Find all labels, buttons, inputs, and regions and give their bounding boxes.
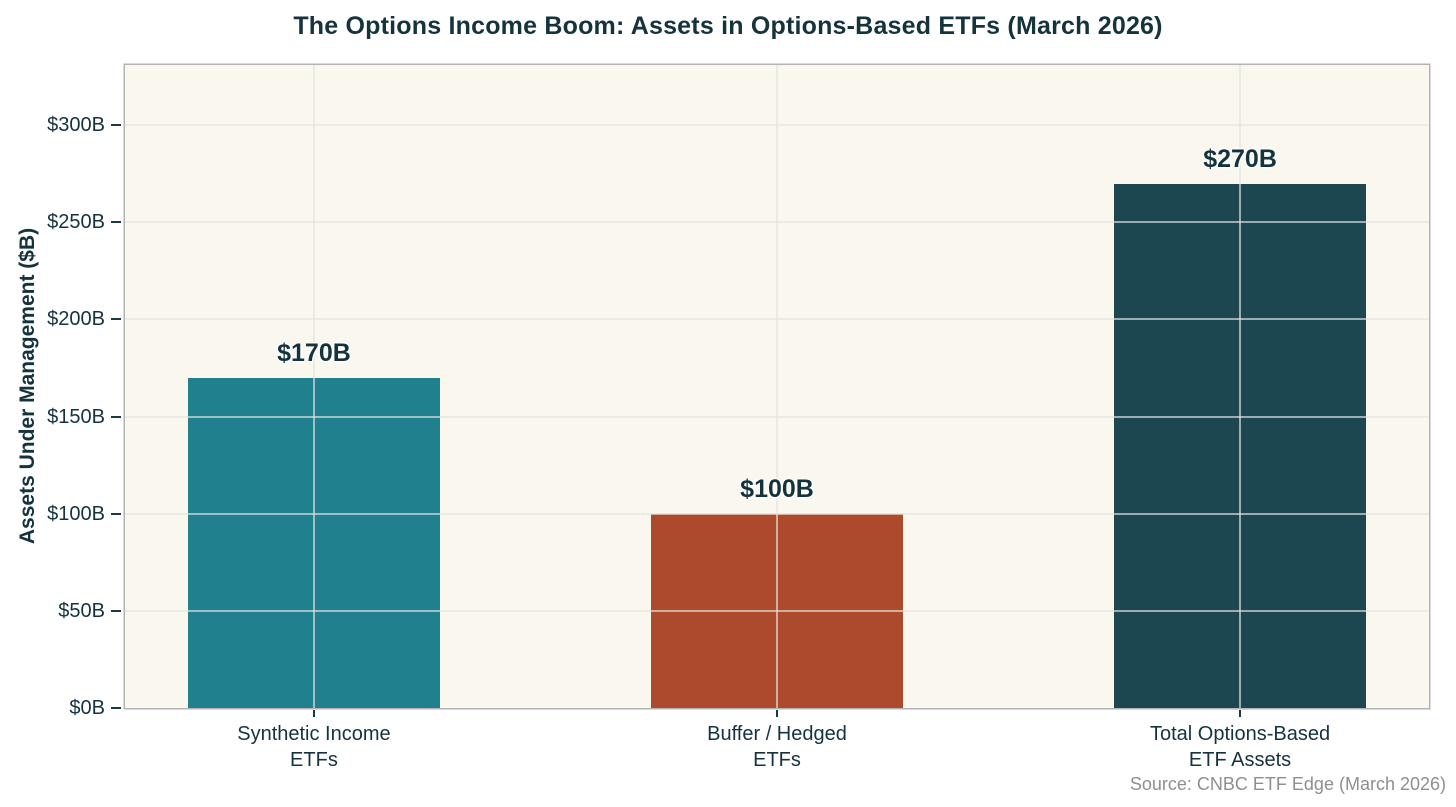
y-tick-mark: [111, 512, 121, 515]
x-tick-label: Synthetic Income ETFs: [237, 723, 391, 771]
gridline-vertical: [1239, 65, 1242, 708]
bar-value-label: $100B: [740, 474, 814, 503]
chart-title: The Options Income Boom: Assets in Optio…: [293, 12, 1163, 40]
y-tick-label: $300B: [47, 114, 105, 137]
y-axis-title: Assets Under Management ($B): [16, 227, 39, 545]
source-note: Source: CNBC ETF Edge (March 2026): [1129, 774, 1446, 794]
y-tick-mark: [111, 415, 121, 418]
bar-value-label: $270B: [1203, 144, 1277, 173]
gridline-vertical: [312, 65, 315, 708]
gridline-vertical: [776, 65, 778, 708]
x-tick-label: Buffer / Hedged ETFs: [707, 723, 847, 771]
y-tick-mark: [111, 124, 121, 127]
x-tick-label: Total Options-Based ETF Assets: [1149, 723, 1331, 771]
y-tick-mark: [111, 707, 121, 709]
plot-area: $170B $100B $270B: [125, 65, 1429, 708]
x-tick-mark: [776, 710, 778, 717]
y-tick-label: $0B: [69, 697, 105, 719]
y-tick-mark: [111, 221, 121, 224]
y-tick-mark: [111, 609, 121, 612]
y-tick-mark: [111, 318, 121, 321]
bar-value-label: $170B: [277, 338, 351, 367]
x-tick-mark: [1239, 710, 1242, 717]
x-tick-mark: [312, 710, 315, 717]
y-tick-label: $50B: [58, 599, 105, 622]
